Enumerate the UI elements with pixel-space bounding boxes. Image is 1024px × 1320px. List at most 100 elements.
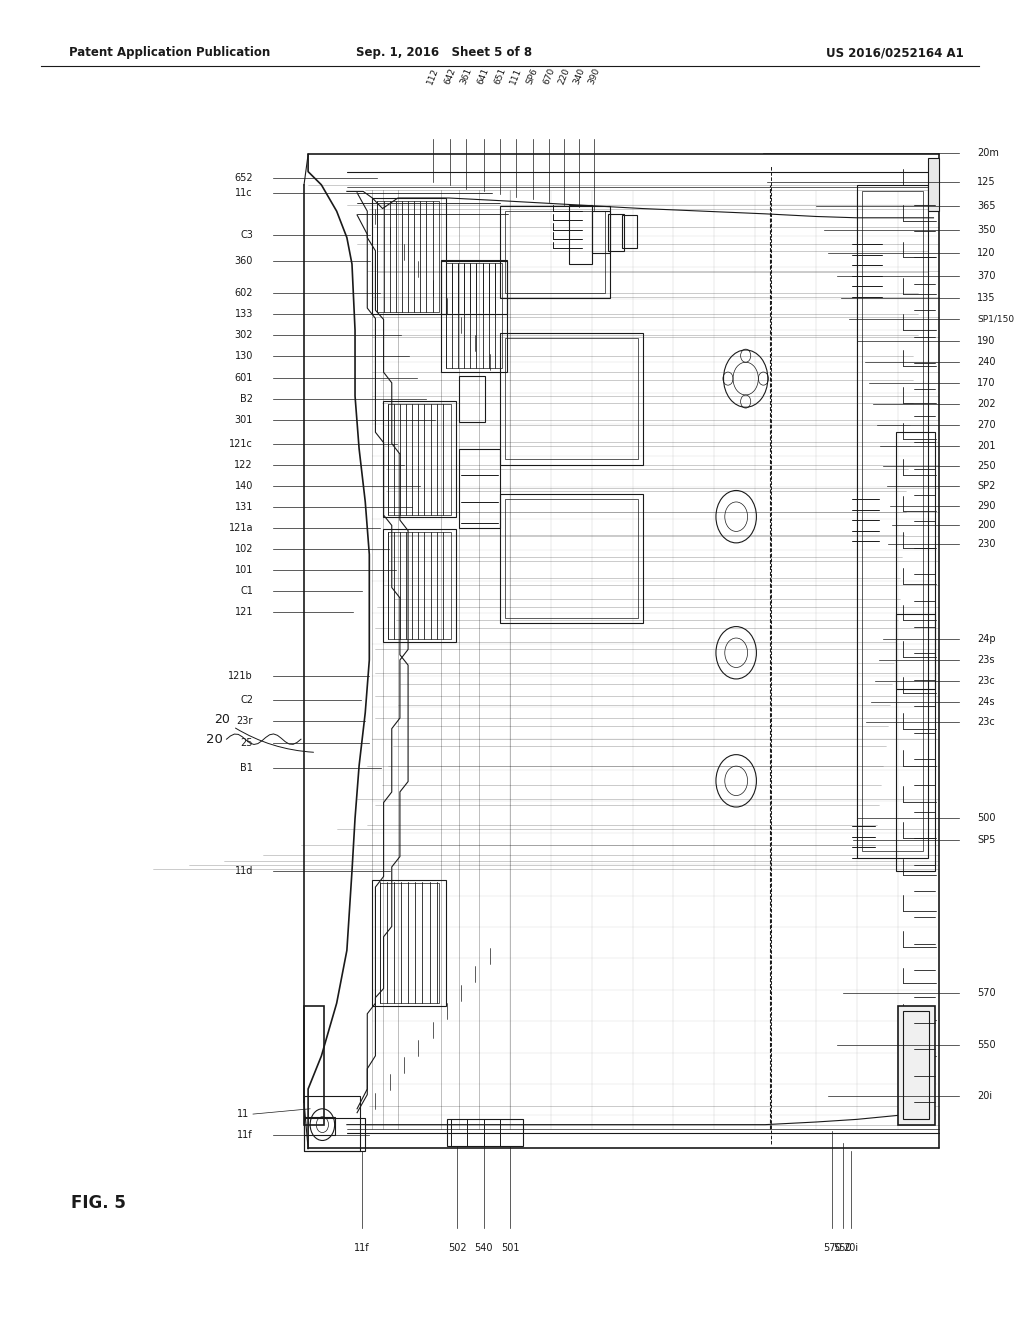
Bar (505, 499, 638, 618)
Bar (459, 449, 500, 528)
Text: 102: 102 (234, 544, 253, 554)
Text: 641: 641 (476, 66, 490, 86)
Text: 550: 550 (834, 1243, 852, 1254)
Text: 350: 350 (977, 224, 996, 235)
Bar (898, 1006, 935, 1125)
Text: 122: 122 (234, 459, 253, 470)
Text: C3: C3 (241, 230, 253, 240)
Text: 135: 135 (977, 293, 996, 304)
Text: 121c: 121c (229, 438, 253, 449)
Text: 11f: 11f (238, 1130, 253, 1140)
Text: 301: 301 (234, 414, 253, 425)
Text: 20m: 20m (977, 148, 999, 158)
Bar (592, 211, 610, 253)
Bar (623, 215, 637, 248)
Text: 601: 601 (234, 372, 253, 383)
Bar (304, 1117, 335, 1135)
Text: 602: 602 (234, 288, 253, 298)
Text: 11c: 11c (236, 187, 253, 198)
Text: 24p: 24p (977, 634, 996, 644)
Text: SP2: SP2 (977, 480, 995, 491)
Text: 120: 120 (977, 248, 996, 259)
Text: 550: 550 (977, 1040, 996, 1051)
Text: 540: 540 (474, 1243, 493, 1254)
Text: 302: 302 (234, 330, 253, 341)
Bar (608, 214, 625, 251)
Text: 101: 101 (234, 565, 253, 576)
Text: 570: 570 (823, 1243, 842, 1254)
Text: 360: 360 (234, 256, 253, 267)
Bar (500, 494, 643, 623)
Text: 20: 20 (214, 713, 313, 752)
Bar (459, 376, 484, 422)
Text: 201: 201 (977, 441, 996, 451)
Text: 121: 121 (234, 607, 253, 618)
Text: SP6: SP6 (525, 67, 540, 86)
Text: 170: 170 (977, 378, 996, 388)
Text: US 2016/0252164 A1: US 2016/0252164 A1 (826, 46, 964, 59)
Bar (500, 333, 643, 465)
Text: 370: 370 (977, 271, 996, 281)
Bar (304, 1118, 366, 1151)
Text: B1: B1 (241, 763, 253, 774)
Text: 121b: 121b (228, 671, 253, 681)
Bar (373, 198, 445, 314)
Text: 130: 130 (234, 351, 253, 362)
Text: 125: 125 (977, 177, 996, 187)
Text: SP1/150: SP1/150 (977, 315, 1015, 323)
Bar (446, 1119, 523, 1146)
Text: Patent Application Publication: Patent Application Publication (70, 46, 270, 59)
Text: 23c: 23c (977, 717, 995, 727)
Bar (304, 1006, 325, 1125)
Bar (857, 185, 929, 858)
Bar (373, 880, 445, 1006)
Text: C1: C1 (241, 586, 253, 597)
Text: 131: 131 (234, 502, 253, 512)
Text: 25: 25 (241, 738, 253, 748)
Text: 20i: 20i (844, 1243, 858, 1254)
Text: 240: 240 (977, 356, 996, 367)
Text: 112: 112 (425, 66, 440, 86)
Text: 501: 501 (501, 1243, 519, 1254)
Text: 390: 390 (587, 66, 601, 86)
Text: 500: 500 (977, 813, 996, 824)
Text: 570: 570 (977, 987, 996, 998)
Text: 20: 20 (206, 733, 222, 746)
Text: 24s: 24s (977, 697, 995, 708)
Text: 23r: 23r (237, 715, 253, 726)
Text: 340: 340 (572, 66, 587, 86)
Bar (862, 191, 924, 851)
Text: 133: 133 (234, 309, 253, 319)
Bar (383, 529, 456, 642)
Text: 202: 202 (977, 399, 996, 409)
Bar (929, 158, 939, 211)
Bar (505, 338, 638, 459)
Bar (440, 260, 507, 372)
Text: 140: 140 (234, 480, 253, 491)
Text: 651: 651 (493, 66, 507, 86)
Text: 670: 670 (542, 66, 556, 86)
Text: Sep. 1, 2016   Sheet 5 of 8: Sep. 1, 2016 Sheet 5 of 8 (355, 46, 531, 59)
Text: 11f: 11f (354, 1243, 370, 1254)
Text: 230: 230 (977, 539, 996, 549)
Text: 11: 11 (237, 1109, 249, 1119)
Bar (380, 883, 438, 1003)
Text: 220: 220 (557, 67, 571, 86)
Text: 23c: 23c (977, 676, 995, 686)
Text: B2: B2 (240, 393, 253, 404)
Text: C2: C2 (240, 694, 253, 705)
Bar (500, 206, 610, 298)
Text: 250: 250 (977, 461, 996, 471)
Text: 11d: 11d (234, 866, 253, 876)
Bar (569, 205, 592, 264)
Text: 290: 290 (977, 500, 996, 511)
Bar (445, 263, 502, 368)
Text: 365: 365 (977, 201, 996, 211)
Bar (388, 404, 451, 515)
Bar (388, 532, 451, 639)
Text: 23s: 23s (977, 655, 995, 665)
Bar (903, 1011, 930, 1119)
Text: 270: 270 (977, 420, 996, 430)
Text: 200: 200 (977, 520, 996, 531)
Text: 502: 502 (447, 1243, 466, 1254)
